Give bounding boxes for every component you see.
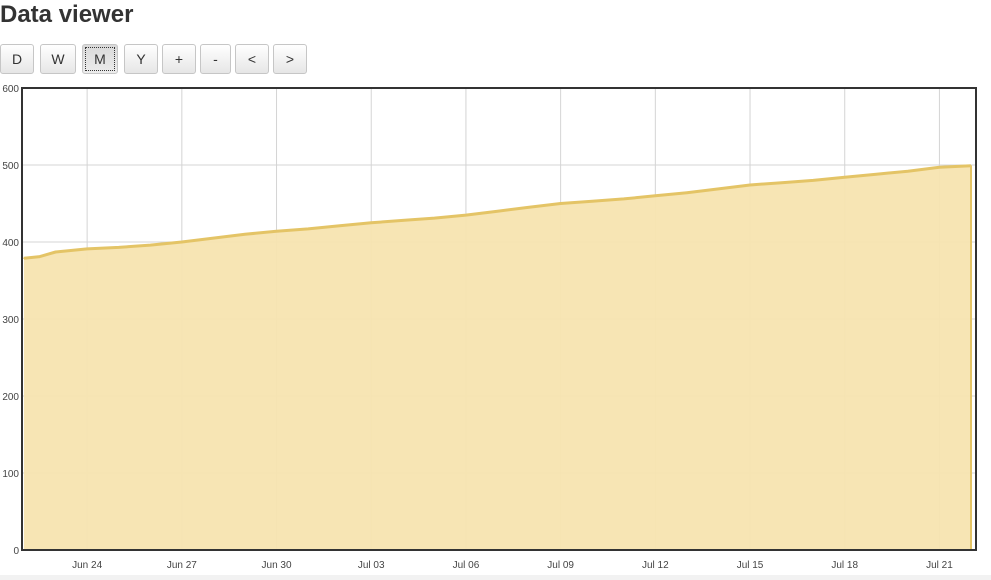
- x-tick-label: Jul 12: [642, 560, 669, 571]
- data-point: [23, 257, 25, 259]
- y-tick-label: 300: [2, 315, 19, 326]
- data-point: [970, 164, 972, 167]
- data-point: [275, 230, 278, 233]
- data-point: [402, 219, 404, 222]
- month-button[interactable]: M: [82, 44, 118, 74]
- y-tick-label: 500: [2, 161, 19, 172]
- page-title: Data viewer: [0, 1, 134, 28]
- data-point: [244, 233, 246, 236]
- y-tick-label: 400: [2, 238, 19, 249]
- day-button[interactable]: D: [0, 44, 34, 74]
- x-tick-label: Jun 24: [72, 560, 102, 571]
- data-point: [86, 248, 88, 250]
- data-point: [465, 214, 467, 216]
- data-point: [875, 173, 878, 176]
- next-button[interactable]: >: [273, 44, 307, 74]
- data-point: [686, 191, 688, 194]
- data-point: [117, 246, 120, 249]
- data-point: [622, 198, 625, 200]
- y-tick-label: 0: [13, 546, 19, 557]
- x-tick-label: Jul 21: [926, 560, 953, 571]
- x-tick-label: Jul 03: [358, 560, 385, 571]
- data-point: [749, 184, 751, 186]
- x-tick-label: Jul 06: [453, 560, 480, 571]
- data-point: [717, 188, 720, 190]
- data-point: [843, 176, 846, 179]
- previous-button[interactable]: <: [235, 44, 269, 74]
- y-tick-label: 600: [2, 84, 19, 95]
- data-point: [54, 251, 57, 253]
- data-point: [496, 210, 499, 212]
- x-tick-label: Jul 09: [547, 560, 574, 571]
- zoom-out-button[interactable]: -: [200, 44, 231, 74]
- data-point: [338, 225, 341, 227]
- data-point: [907, 170, 909, 172]
- x-tick-label: Jun 27: [167, 560, 197, 571]
- data-point: [780, 181, 783, 184]
- x-tick-label: Jul 15: [737, 560, 764, 571]
- area-fill: [24, 165, 971, 551]
- footer-strip: [0, 575, 991, 580]
- grid: [22, 87, 976, 551]
- data-point: [433, 217, 436, 219]
- plot-area: [23, 164, 972, 551]
- y-tick-label: 200: [2, 392, 19, 403]
- plot-frame: [21, 87, 977, 551]
- data-point: [528, 206, 530, 209]
- series-line: [23, 164, 972, 260]
- data-point: [812, 179, 814, 182]
- data-point: [591, 200, 593, 202]
- zoom-in-button[interactable]: +: [162, 44, 196, 74]
- data-point: [212, 237, 215, 239]
- plot-border: [21, 87, 977, 551]
- y-tick-label: 100: [2, 469, 19, 480]
- y-axis: 0 100 200 300 400 500 600: [2, 84, 19, 557]
- data-point: [559, 202, 562, 205]
- week-button[interactable]: W: [40, 44, 76, 74]
- data-point: [181, 241, 183, 243]
- data-point: [938, 166, 941, 169]
- data-point: [370, 221, 373, 224]
- x-tick-label: Jun 30: [262, 560, 292, 571]
- data-point: [149, 244, 152, 246]
- data-point: [654, 195, 657, 197]
- data-point: [38, 255, 41, 258]
- data-point: [307, 228, 309, 230]
- year-button[interactable]: Y: [124, 44, 158, 74]
- x-axis: Jun 24 Jun 27 Jun 30 Jul 03 Jul 06 Jul 09 Jul …: [72, 560, 953, 571]
- x-tick-label: Jul 18: [831, 560, 858, 571]
